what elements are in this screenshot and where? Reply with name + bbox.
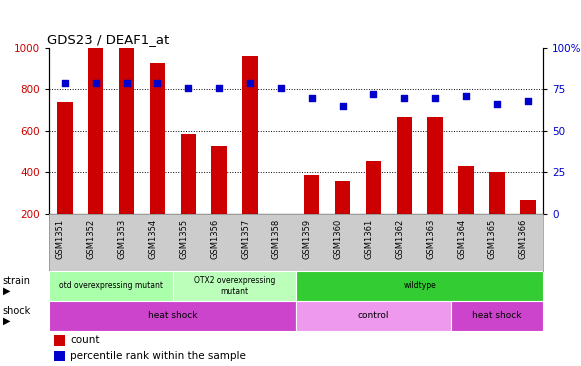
Bar <box>366 161 381 214</box>
Bar <box>451 301 543 331</box>
Text: GSM1362: GSM1362 <box>395 219 404 259</box>
Bar <box>49 271 173 301</box>
Text: heat shock: heat shock <box>472 311 522 320</box>
Point <box>307 94 317 100</box>
Point <box>523 98 532 104</box>
Text: GSM1365: GSM1365 <box>488 219 497 259</box>
Point <box>492 101 501 107</box>
Text: OTX2 overexpressing
mutant: OTX2 overexpressing mutant <box>194 276 275 296</box>
Text: GSM1353: GSM1353 <box>117 219 127 259</box>
Text: ▶: ▶ <box>3 315 10 325</box>
Bar <box>57 102 73 214</box>
Point <box>184 85 193 90</box>
Bar <box>119 46 134 214</box>
Text: GSM1351: GSM1351 <box>56 219 65 259</box>
Text: GSM1359: GSM1359 <box>303 219 312 259</box>
Bar <box>489 172 505 214</box>
Text: shock: shock <box>3 306 31 316</box>
Bar <box>296 301 451 331</box>
Text: GSM1354: GSM1354 <box>148 219 157 259</box>
Text: GSM1356: GSM1356 <box>210 219 219 259</box>
Point <box>369 91 378 97</box>
Bar <box>397 117 412 214</box>
Point <box>60 80 70 86</box>
Point <box>122 80 131 86</box>
Bar <box>55 351 65 361</box>
Bar <box>304 175 320 214</box>
Point <box>214 85 224 90</box>
Text: wildtype: wildtype <box>403 281 436 290</box>
Text: control: control <box>358 311 389 320</box>
Bar <box>428 117 443 214</box>
Text: count: count <box>70 335 99 345</box>
Point <box>91 80 101 86</box>
Bar <box>211 146 227 214</box>
Text: otd overexpressing mutant: otd overexpressing mutant <box>59 281 163 290</box>
Text: GSM1364: GSM1364 <box>457 219 466 259</box>
Bar <box>458 166 474 214</box>
Text: GSM1363: GSM1363 <box>426 219 435 259</box>
Text: GSM1355: GSM1355 <box>180 219 188 259</box>
Bar <box>173 271 296 301</box>
Point <box>431 94 440 100</box>
Point <box>276 85 285 90</box>
Text: GSM1360: GSM1360 <box>333 219 343 259</box>
Bar <box>520 199 536 214</box>
Text: heat shock: heat shock <box>148 311 198 320</box>
Text: GSM1357: GSM1357 <box>241 219 250 259</box>
Text: GSM1352: GSM1352 <box>87 219 96 259</box>
Text: strain: strain <box>3 276 31 286</box>
Bar <box>150 63 165 214</box>
Text: percentile rank within the sample: percentile rank within the sample <box>70 351 246 361</box>
Text: ▶: ▶ <box>3 285 10 295</box>
Bar <box>49 301 296 331</box>
Bar <box>335 181 350 214</box>
Point <box>153 80 162 86</box>
Point <box>245 80 254 86</box>
Text: GSM1366: GSM1366 <box>519 219 528 259</box>
Bar <box>88 48 103 214</box>
Text: GSM1361: GSM1361 <box>364 219 374 259</box>
Text: GDS23 / DEAF1_at: GDS23 / DEAF1_at <box>47 33 169 46</box>
Bar <box>242 56 258 214</box>
Point <box>400 94 409 100</box>
Text: GSM1358: GSM1358 <box>272 219 281 259</box>
Bar <box>296 271 543 301</box>
Bar <box>55 335 65 346</box>
Point <box>338 103 347 109</box>
Point <box>461 93 471 99</box>
Bar <box>181 134 196 214</box>
